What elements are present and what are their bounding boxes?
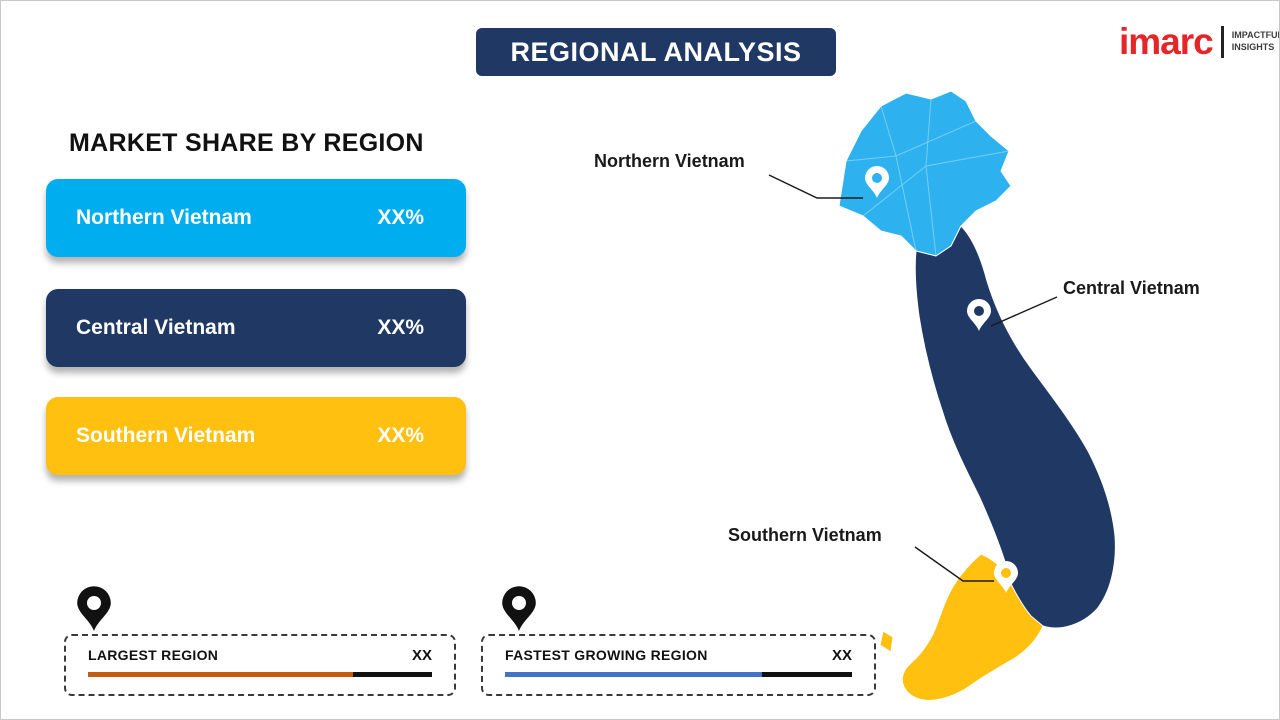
page-title: REGIONAL ANALYSIS xyxy=(476,28,836,76)
imarc-logo: imarc IMPACTFUL INSIGHTS xyxy=(1119,21,1280,62)
bar-label: Northern Vietnam xyxy=(76,206,252,229)
logo-tagline-line2: INSIGHTS xyxy=(1231,41,1275,52)
map-pin-northern xyxy=(865,166,889,198)
bar-value: XX% xyxy=(377,316,424,339)
map-region-northern-vietnam xyxy=(838,90,1012,257)
logo-tagline: IMPACTFUL INSIGHTS xyxy=(1231,30,1280,53)
largest-region-box: LARGEST REGION XX xyxy=(64,634,456,696)
location-pin-icon xyxy=(502,586,536,631)
fastest-growing-label: FASTEST GROWING REGION xyxy=(505,647,708,663)
map-label-central-vietnam: Central Vietnam xyxy=(1063,278,1200,298)
bar-label: Central Vietnam xyxy=(76,316,236,339)
fastest-growing-value: XX xyxy=(831,647,852,664)
map-container xyxy=(821,86,1151,716)
location-pin-icon xyxy=(77,586,111,631)
bar-central-vietnam: Central Vietnam XX% xyxy=(46,289,466,367)
bar-segment-black xyxy=(352,672,432,677)
map-pin-southern xyxy=(994,561,1018,593)
map-island xyxy=(879,630,894,653)
fastest-growing-region-box: FASTEST GROWING REGION XX xyxy=(481,634,876,696)
legend-row: LARGEST REGION XX xyxy=(88,647,432,664)
market-share-heading: MARKET SHARE BY REGION xyxy=(69,129,424,157)
vietnam-map xyxy=(838,90,1116,701)
bar-label: Southern Vietnam xyxy=(76,424,256,447)
bar-value: XX% xyxy=(377,206,424,229)
map-region-central-vietnam xyxy=(914,225,1116,629)
bar-southern-vietnam: Southern Vietnam XX% xyxy=(46,397,466,475)
fastest-growing-bar xyxy=(505,672,852,677)
map-province-lines xyxy=(845,98,1010,257)
logo-tagline-line1: IMPACTFUL xyxy=(1231,30,1280,41)
map-region-southern-vietnam xyxy=(901,553,1044,701)
bar-northern-vietnam: Northern Vietnam XX% xyxy=(46,179,466,257)
bar-value: XX% xyxy=(377,424,424,447)
logo-divider xyxy=(1220,25,1224,58)
bar-segment-colored xyxy=(88,672,353,677)
bar-segment-black xyxy=(761,672,852,677)
largest-region-value: XX xyxy=(411,647,432,664)
legend-row: FASTEST GROWING REGION XX xyxy=(505,647,852,664)
logo-brand-text: imarc xyxy=(1119,21,1214,62)
largest-region-bar xyxy=(88,672,432,677)
largest-region-label: LARGEST REGION xyxy=(88,647,219,663)
bar-segment-colored xyxy=(505,672,762,677)
map-label-southern-vietnam: Southern Vietnam xyxy=(728,525,882,545)
map-label-northern-vietnam: Northern Vietnam xyxy=(594,151,745,171)
map-pin-central xyxy=(967,299,991,331)
